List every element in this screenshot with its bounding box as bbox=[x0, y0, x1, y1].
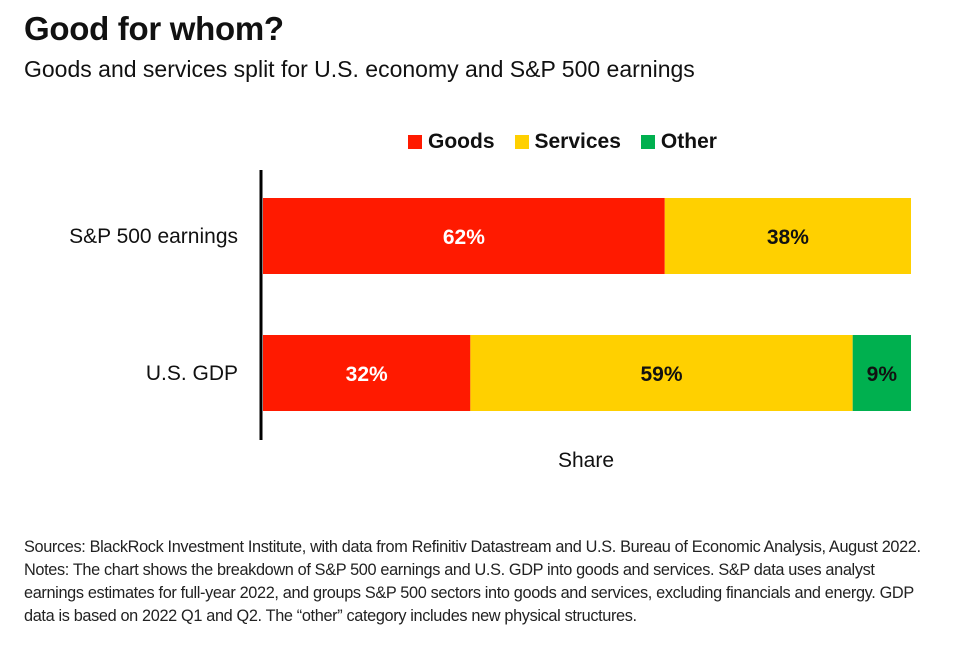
data-label-other-u-s-gdp: 9% bbox=[867, 363, 898, 386]
data-label-services-u-s-gdp: 59% bbox=[641, 363, 683, 386]
bar-segment-services-s-p-500-earnings bbox=[664, 198, 911, 274]
chart-subtitle: Goods and services split for U.S. econom… bbox=[24, 56, 695, 82]
bar-segment-goods-s-p-500-earnings bbox=[263, 198, 665, 274]
bar-segment-services-u-s-gdp bbox=[470, 335, 853, 411]
legend-swatch-services bbox=[514, 135, 529, 149]
source-notes: Sources: BlackRock Investment Institute,… bbox=[24, 538, 921, 625]
legend-label-other: Other bbox=[660, 130, 717, 153]
data-label-goods-s-p-500-earnings: 62% bbox=[443, 226, 485, 249]
legend-label-goods: Goods bbox=[428, 130, 495, 153]
category-label-s-p-500-earnings: S&P 500 earnings bbox=[69, 225, 238, 248]
data-label-goods-u-s-gdp: 32% bbox=[346, 363, 388, 386]
legend-item-services: Services bbox=[514, 130, 621, 154]
legend-label-services: Services bbox=[534, 130, 621, 153]
bar-segment-goods-u-s-gdp bbox=[263, 335, 471, 411]
legend-item-goods: Goods bbox=[408, 130, 495, 154]
category-label-u-s-gdp: U.S. GDP bbox=[146, 362, 238, 385]
x-axis-title: Share bbox=[557, 449, 615, 472]
stacked-bar-chart: S&P 500 earnings 62% 38% U.S. GDP 32% 59% 9% bbox=[69, 170, 911, 440]
legend-swatch-goods bbox=[408, 135, 422, 149]
chart-title: Good for whom? bbox=[24, 10, 284, 47]
data-label-services-s-p-500-earnings: 38% bbox=[767, 226, 809, 249]
chart-legend: Goods Services Other bbox=[408, 130, 717, 154]
legend-swatch-other bbox=[640, 135, 655, 149]
legend-item-other: Other bbox=[640, 130, 717, 154]
bar-segment-other-u-s-gdp bbox=[852, 335, 911, 411]
